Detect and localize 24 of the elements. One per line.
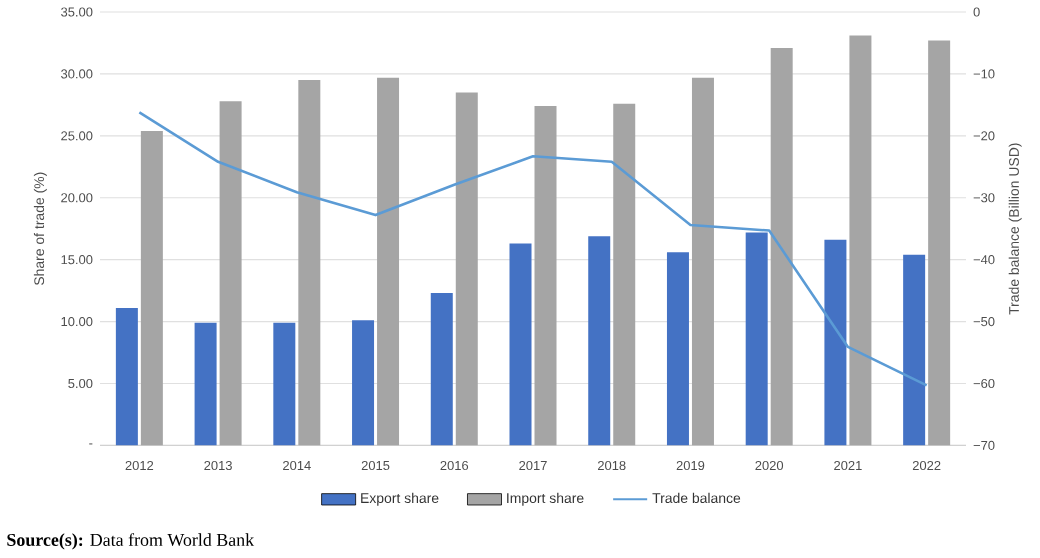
bar xyxy=(849,35,872,446)
bar xyxy=(430,293,453,446)
bar xyxy=(509,243,532,446)
bar xyxy=(666,252,689,446)
bar xyxy=(115,307,138,446)
bar xyxy=(534,106,557,446)
text: Source(s): Data from World Bank xyxy=(7,533,255,550)
bar xyxy=(745,232,768,446)
bar xyxy=(455,92,478,446)
bar xyxy=(588,236,611,446)
bar xyxy=(691,77,714,446)
bar xyxy=(219,101,242,446)
bar xyxy=(613,103,636,446)
bar xyxy=(903,254,926,446)
bar xyxy=(140,130,163,446)
bar xyxy=(194,322,217,446)
bar xyxy=(770,47,793,446)
bar xyxy=(377,77,400,446)
line-series xyxy=(138,111,928,387)
bar xyxy=(928,40,951,446)
bar xyxy=(273,322,296,446)
bar xyxy=(824,239,847,446)
bar xyxy=(352,320,375,446)
bar xyxy=(298,80,321,446)
